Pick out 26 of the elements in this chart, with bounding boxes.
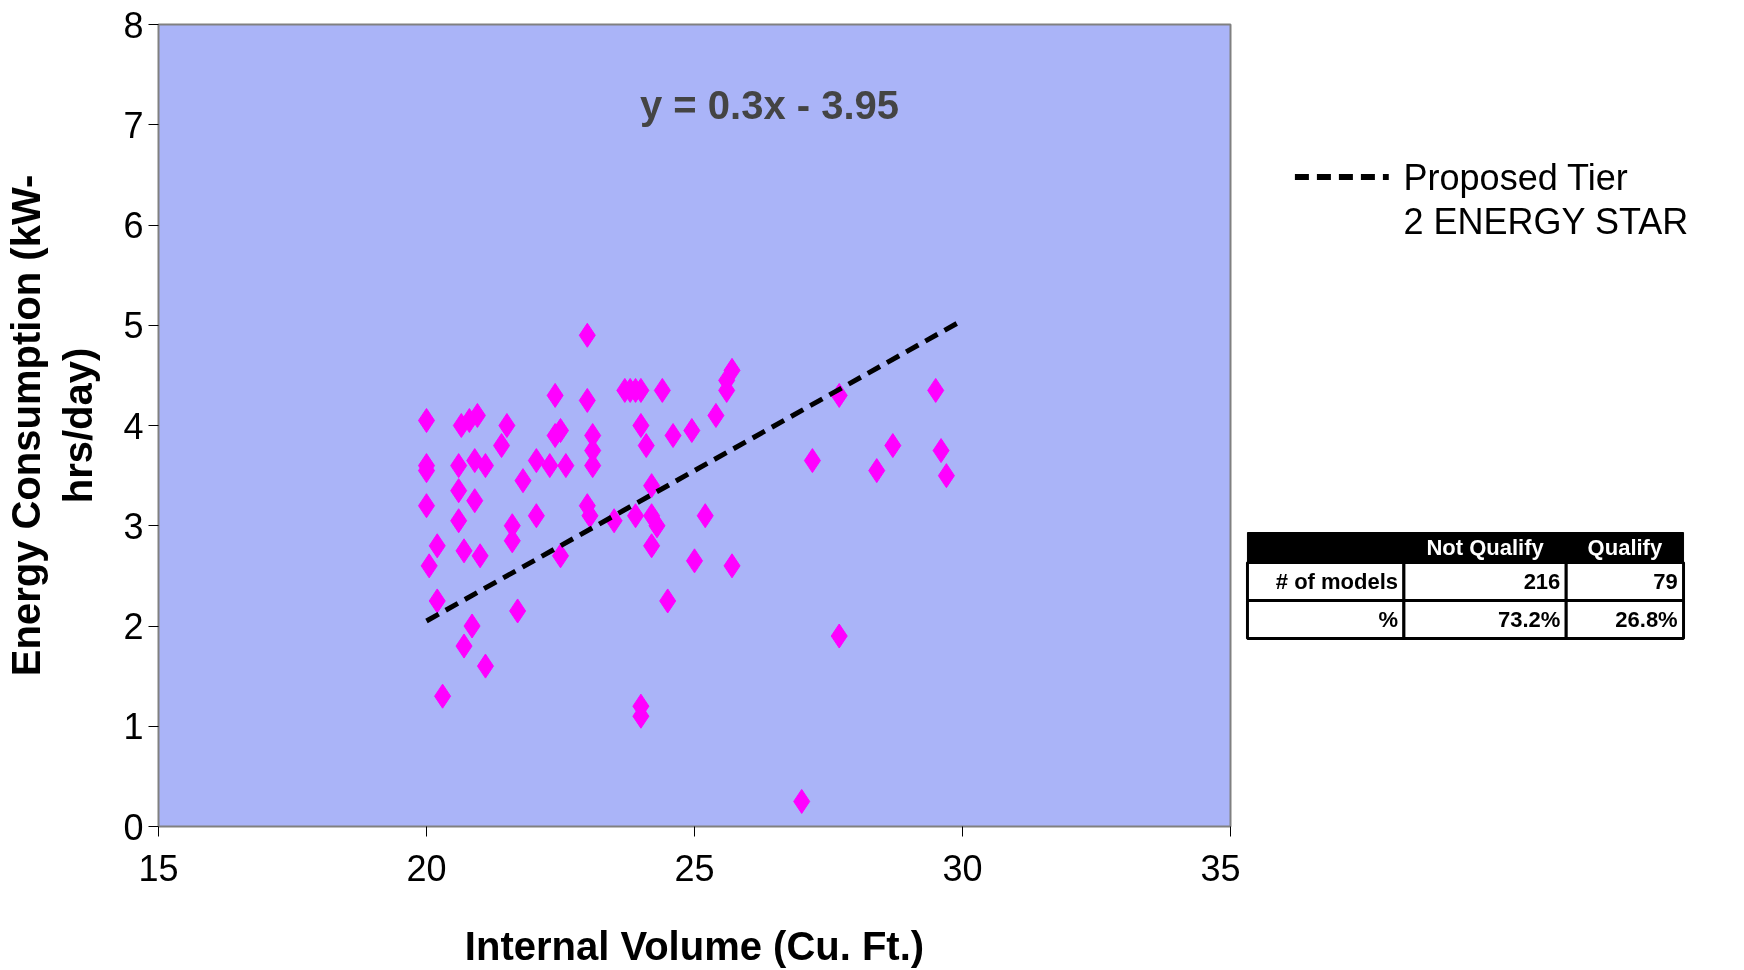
y-tick-label: 1 [123,706,144,748]
y-tick-label: 2 [123,606,144,647]
x-tick-label: 35 [1200,847,1241,889]
y-tick-label: 4 [123,405,144,447]
series-label: # of models [1275,569,1399,594]
data-label: 216 [1523,569,1561,594]
series-label: % [1378,607,1399,632]
y-tick-label: 5 [123,305,144,347]
y-tick-label: 7 [123,104,144,146]
x-tick-label: 25 [674,847,715,889]
x-tick-label: 20 [406,847,447,889]
legend-label: Proposed Tier 2 ENERGY STAR [1403,156,1689,242]
y-tick-label: 6 [123,205,144,246]
y-tick-label: 8 [123,4,144,46]
category-label: Qualify [1587,535,1663,560]
data-label: 79 [1653,569,1678,594]
category-label: Not Qualify [1426,535,1545,560]
y-axis-title: Energy Consumption (kW-hrs/day) [3,174,101,677]
x-tick-label: 30 [942,847,983,889]
y-tick-label: 0 [123,806,144,848]
y-tick-label: 3 [123,505,144,547]
x-tick-label: 15 [138,847,179,889]
data-label: 73.2% [1497,607,1561,632]
data-label: 26.8% [1615,607,1678,632]
annotation: y = 0.3x - 3.95 [640,82,900,127]
x-axis-title: Internal Volume (Cu. Ft.) [464,923,925,968]
